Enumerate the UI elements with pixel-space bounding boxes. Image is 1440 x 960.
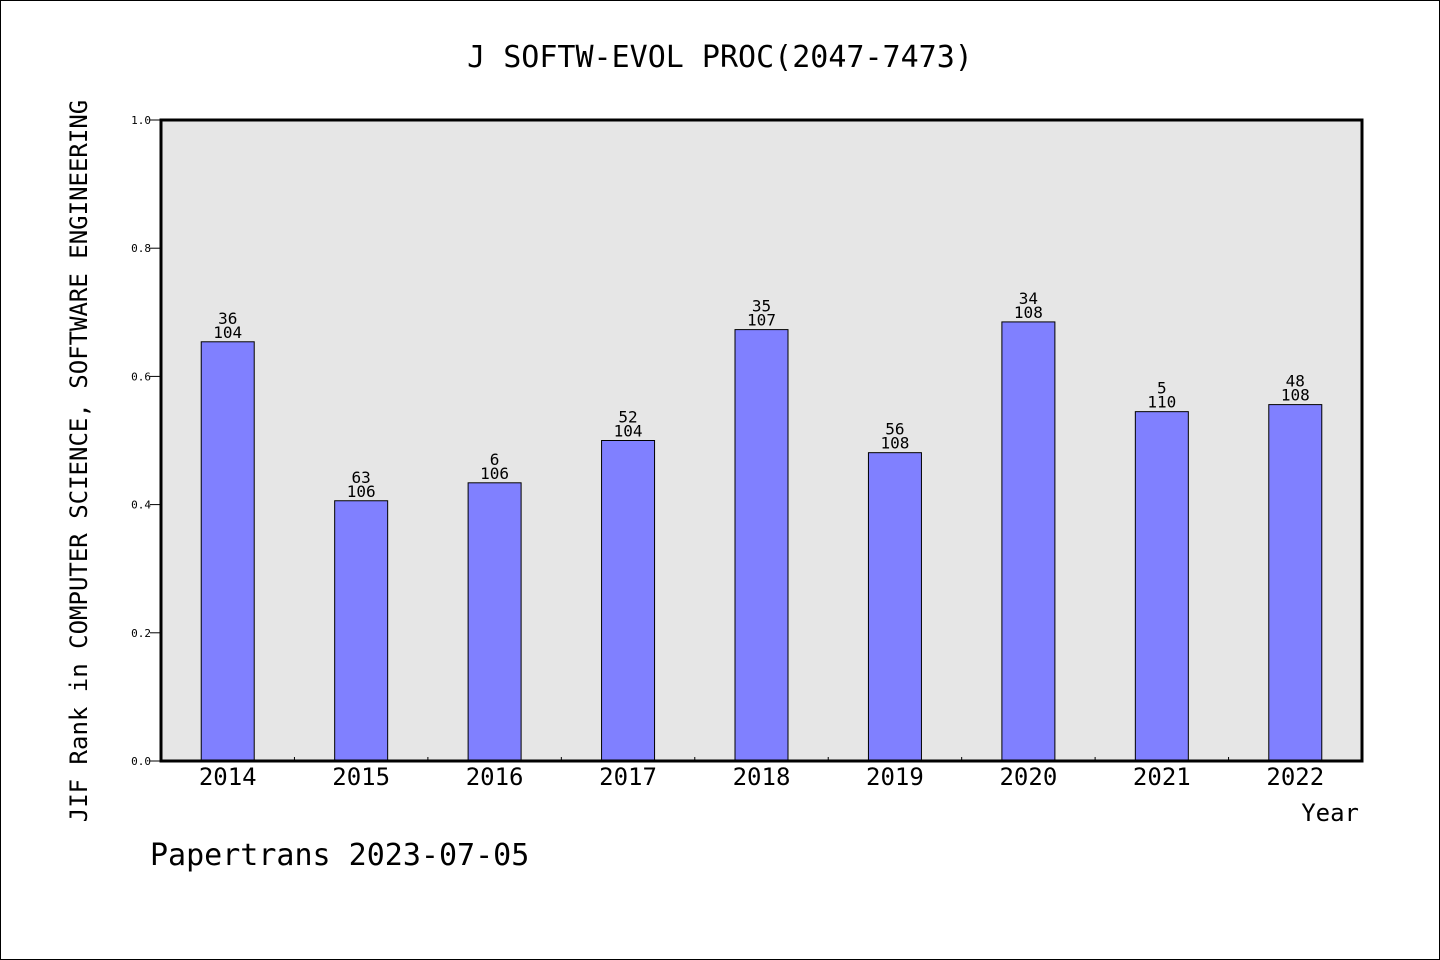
bar-2015 [334, 500, 389, 762]
bar-label-total: 107 [747, 311, 776, 330]
y-axis-label: JIF Rank in COMPUTER SCIENCE, SOFTWARE E… [65, 100, 93, 822]
bar-label-total: 108 [1014, 303, 1043, 322]
bar-label-rank: 35 [752, 297, 771, 316]
y-tick-label: 0.8 [131, 242, 151, 255]
y-tick-label: 0.6 [131, 370, 151, 383]
y-axis-ticks: 0.0 0.2 0.4 0.6 0.8 1.0 [131, 114, 161, 768]
x-tick-label: 2021 [1133, 763, 1191, 791]
bar-label-total: 106 [480, 464, 509, 483]
bar-2022 [1268, 404, 1323, 762]
bar-label-total: 110 [1147, 393, 1176, 412]
bar-2019 [867, 452, 922, 762]
bar-label-rank: 63 [352, 468, 371, 487]
bar-label-rank: 52 [618, 408, 637, 427]
bar-label-total: 108 [880, 434, 909, 453]
x-tick-label: 2017 [599, 763, 657, 791]
x-tick-label: 2020 [999, 763, 1057, 791]
y-tick-label: 0.0 [131, 755, 151, 768]
y-tick-label: 0.2 [131, 627, 151, 640]
x-axis-label: Year [1301, 799, 1359, 827]
footer-text: Papertrans 2023-07-05 [150, 838, 529, 873]
y-tick-label: 0.4 [131, 499, 151, 512]
bar-label-total: 104 [213, 323, 242, 342]
plot-border [159, 118, 1364, 763]
bar-label-rank: 34 [1019, 289, 1038, 308]
bar-labels-group: 3610463106610652104351075610834108511048… [213, 289, 1309, 501]
bar-2020 [1001, 321, 1056, 762]
bar-2021 [1134, 411, 1189, 762]
bar-2017 [601, 440, 656, 762]
bar-label-rank: 36 [218, 309, 237, 328]
bars-group [200, 321, 1323, 762]
bar-2014 [200, 341, 255, 762]
x-tick-label: 2016 [466, 763, 524, 791]
bar-label-total: 104 [614, 422, 643, 441]
bar-2018 [734, 329, 789, 762]
x-tick-label: 2019 [866, 763, 924, 791]
x-tick-label: 2014 [199, 763, 257, 791]
bar-label-total: 106 [347, 482, 376, 501]
bar-label-rank: 48 [1286, 372, 1305, 391]
bar-label-rank: 6 [490, 450, 500, 469]
x-axis-ticks: 2014 2015 2016 2017 2018 2019 2020 2021 2022 [199, 757, 1324, 791]
bar-label-rank: 5 [1157, 379, 1167, 398]
x-tick-label: 2018 [733, 763, 791, 791]
x-tick-label: 2015 [332, 763, 390, 791]
bar-label-total: 108 [1281, 386, 1310, 405]
bar-label-rank: 56 [885, 420, 904, 439]
bar-2016 [467, 482, 522, 762]
y-tick-label: 1.0 [131, 114, 151, 127]
chart-title: J SOFTW-EVOL PROC(2047-7473) [467, 40, 973, 75]
x-tick-label: 2022 [1266, 763, 1324, 791]
